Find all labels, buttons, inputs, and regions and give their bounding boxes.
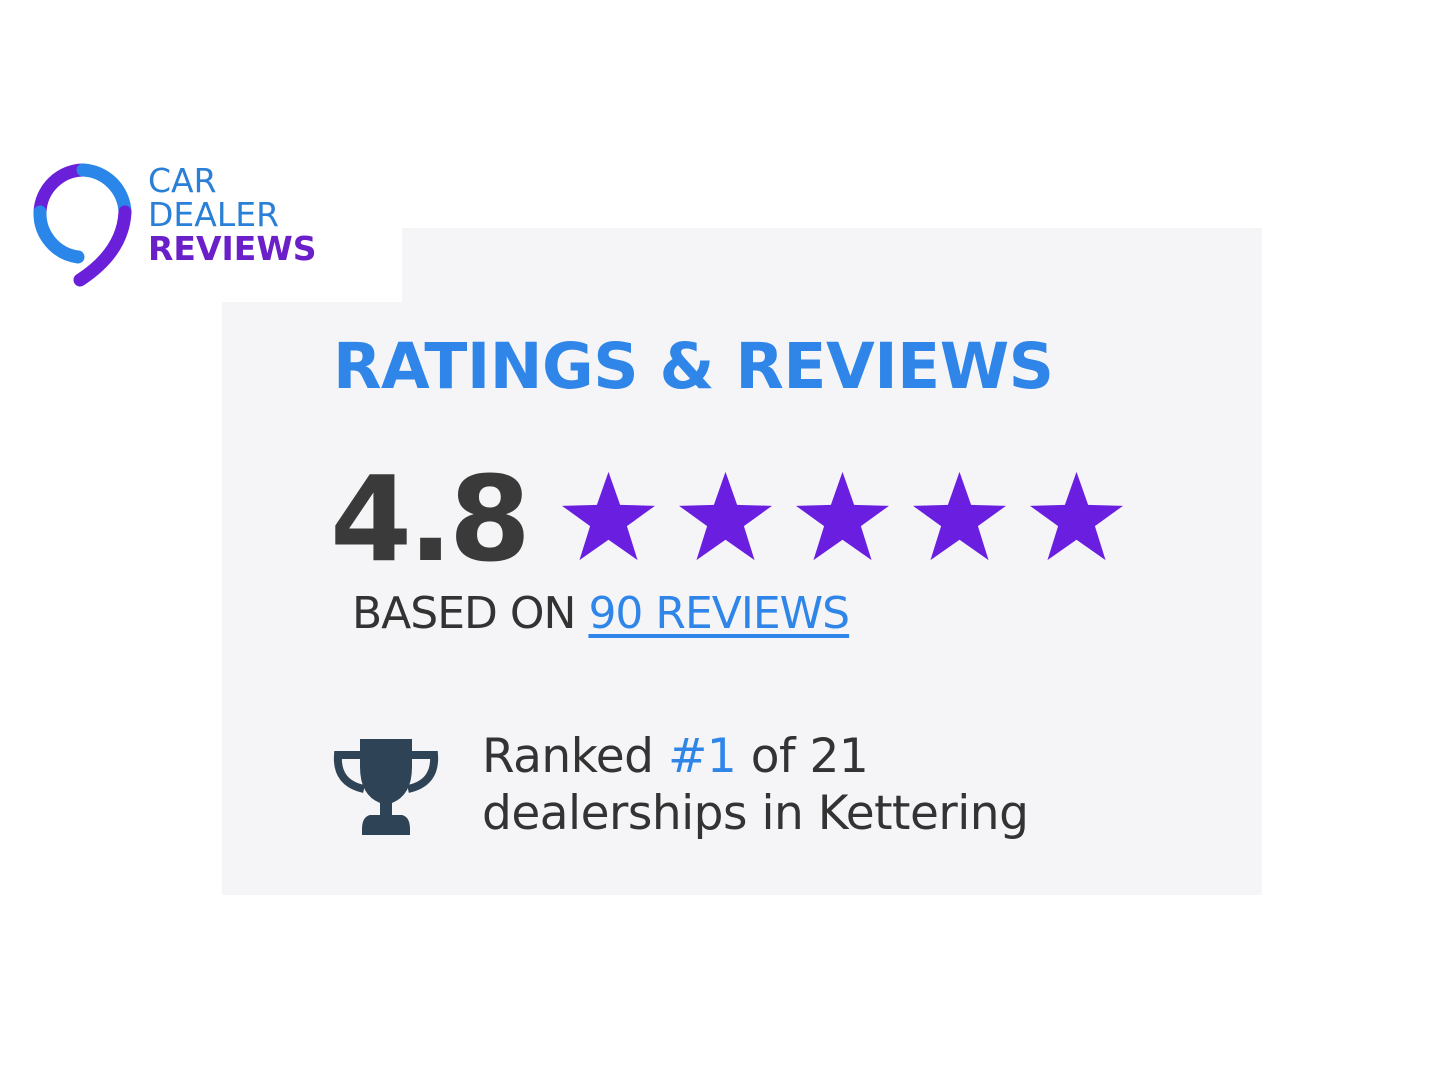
logo-line-reviews: REVIEWS: [148, 229, 317, 268]
rank-line-2: dealerships in Kettering: [482, 786, 1029, 841]
logo-line-car: CAR: [148, 161, 217, 200]
rank-line-1: Ranked #1 of 21: [482, 728, 1028, 785]
based-on-text: BASED ON 90 REVIEWS: [352, 588, 850, 639]
rating-score: 4.8: [330, 450, 531, 588]
rank-suffix: of 21: [750, 729, 869, 784]
star-rating: [560, 470, 1125, 566]
logo-text: CAR DEALER REVIEWS: [148, 164, 316, 266]
star-icon: [794, 470, 891, 566]
rank-value: #1: [667, 729, 737, 784]
rank-text: Ranked #1 of 21 dealerships in Kettering: [482, 728, 1029, 842]
reviews-link[interactable]: 90 REVIEWS: [588, 588, 850, 639]
star-icon: [677, 470, 774, 566]
rank-prefix: Ranked: [482, 729, 654, 784]
star-icon: [560, 470, 657, 566]
logo-line-dealer: DEALER: [148, 195, 280, 234]
logo-ring-icon: [33, 163, 132, 287]
based-on-label: BASED ON: [352, 588, 576, 639]
star-icon: [1028, 470, 1125, 566]
trophy-icon: [333, 739, 439, 835]
widget-title: RATINGS & REVIEWS: [333, 330, 1054, 403]
star-icon: [911, 470, 1008, 566]
